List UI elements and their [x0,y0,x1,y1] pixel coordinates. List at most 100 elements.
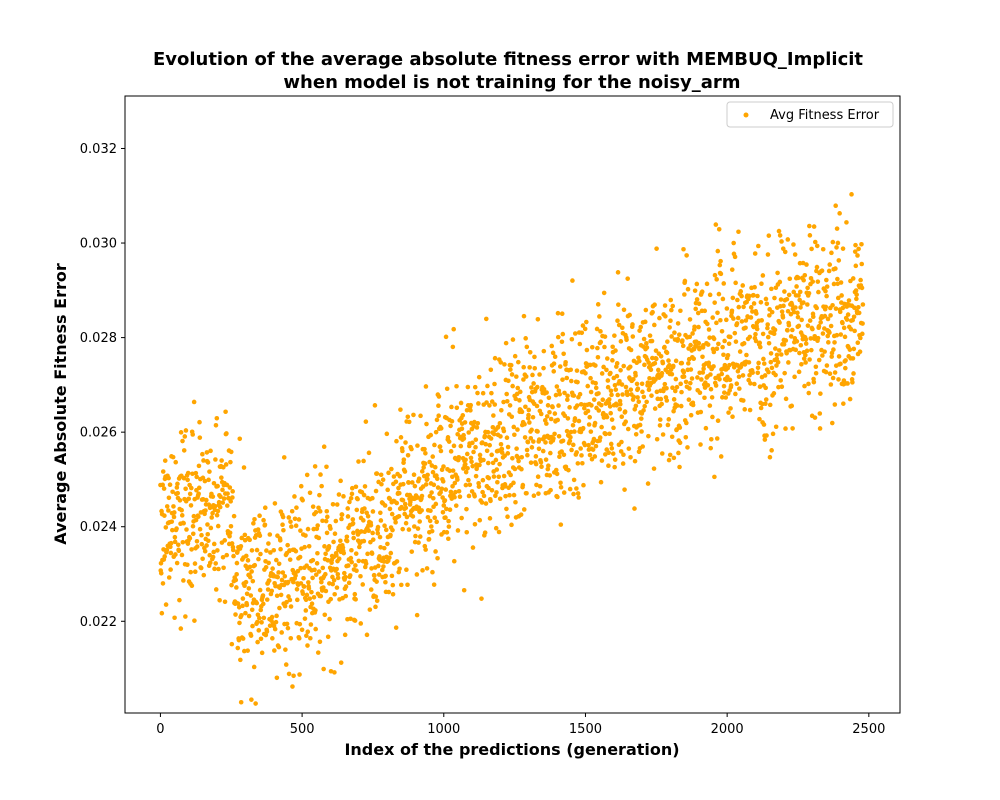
scatter-point [825,316,831,322]
scatter-point [519,466,524,472]
scatter-point [266,541,271,546]
scatter-point [286,594,291,599]
scatter-point [529,385,534,390]
scatter-point [293,523,299,528]
scatter-point [345,514,351,519]
scatter-point [294,597,300,603]
scatter-point [443,334,449,340]
scatter-point [609,417,615,422]
scatter-point [578,446,583,451]
scatter-point [564,375,570,381]
scatter-point [233,577,239,583]
scatter-point [722,338,727,344]
scatter-point [616,302,621,307]
scatter-point [365,513,371,519]
scatter-point [604,356,610,361]
scatter-point [503,493,508,499]
scatter-point [743,325,748,331]
scatter-point [446,524,452,529]
scatter-point [497,461,502,467]
scatter-point [710,414,715,420]
scatter-point [292,494,297,499]
scatter-point [807,233,813,238]
scatter-point [654,389,660,395]
scatter-point [795,310,800,316]
scatter-point [501,399,506,405]
scatter-point [184,527,189,532]
scatter-point [690,402,696,408]
scatter-point [524,490,529,496]
scatter-point [168,544,173,550]
scatter-point [293,573,298,578]
scatter-point [588,389,594,395]
scatter-point [841,325,847,331]
scatter-point [310,504,316,509]
scatter-point [230,547,236,553]
scatter-point [370,530,375,536]
scatter-point [804,262,809,267]
scatter-point [485,429,491,435]
scatter-point [331,539,336,545]
scatter-point [390,582,396,588]
scatter-point [378,472,384,478]
scatter-point [221,464,226,470]
y-tick-label: 0.024 [80,520,117,535]
scatter-point [199,532,204,538]
scatter-point [462,420,468,425]
scatter-point [671,455,677,461]
scatter-point [785,328,790,333]
scatter-point [362,484,368,489]
scatter-point [207,560,213,566]
scatter-point [463,469,469,475]
scatter-point [280,522,285,528]
scatter-point [773,372,778,378]
scatter-point [200,556,205,562]
scatter-point [762,437,768,442]
scatter-point [776,384,781,390]
scatter-point [807,357,812,362]
scatter-point [461,587,467,593]
scatter-point [279,630,285,635]
scatter-point [795,314,801,320]
scatter-point [408,499,413,505]
scatter-point [525,439,531,445]
scatter-point [627,364,633,370]
scatter-point [417,534,423,539]
scatter-point [480,440,485,445]
scatter-point [633,431,639,437]
scatter-point [703,425,709,431]
scatter-point [636,449,642,455]
scatter-point [367,607,373,612]
scatter-point [559,311,565,316]
scatter-point [593,385,599,391]
scatter-point [276,644,282,650]
scatter-point [373,604,378,610]
scatter-point [528,436,534,441]
scatter-point [776,348,782,353]
scatter-point [739,293,744,299]
scatter-point [640,389,645,395]
scatter-point [647,375,652,381]
scatter-point [441,464,446,469]
scatter-point [476,484,482,489]
scatter-point [479,596,484,601]
scatter-point [440,510,446,515]
scatter-point [709,395,715,400]
scatter-point [288,604,294,609]
scatter-point [718,258,723,264]
scatter-point [778,297,784,302]
scatter-point [385,487,390,493]
scatter-point [625,276,630,281]
scatter-point [224,431,229,436]
scatter-point [817,426,823,431]
scatter-point [218,494,223,500]
scatter-point [550,404,555,410]
scatter-point [769,309,775,315]
scatter-point [212,566,217,572]
y-tick-label: 0.028 [80,331,117,346]
scatter-point [860,321,865,326]
scatter-point [287,597,293,603]
scatter-point [820,246,826,252]
scatter-point [488,436,494,441]
scatter-point [188,503,194,508]
